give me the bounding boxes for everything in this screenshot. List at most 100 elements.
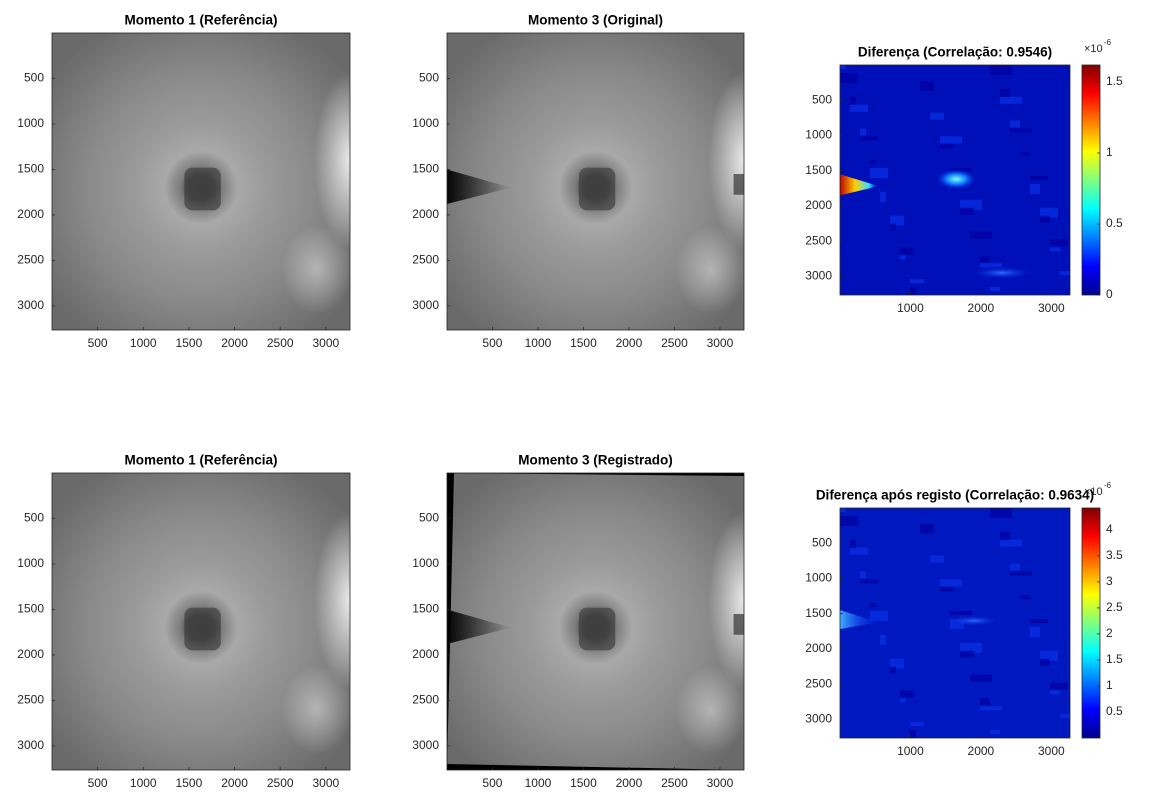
noise <box>930 113 944 120</box>
y-tick-label: 1500 <box>805 163 832 177</box>
x-tick-label: 3000 <box>1038 744 1065 758</box>
colorbar-tick-label: 1 <box>1106 145 1113 159</box>
noise <box>920 524 934 534</box>
x-tick-label: 1000 <box>897 301 924 315</box>
bright-edge <box>281 665 353 754</box>
colorbar-tick-label: 3 <box>1106 574 1113 588</box>
colorbar-scale-exponent: -6 <box>1104 38 1112 47</box>
axes-title: Diferença após registo (Correlação: 0.96… <box>816 488 1094 503</box>
edge-dark <box>734 174 749 195</box>
y-tick-label: 500 <box>24 511 44 525</box>
noise <box>1020 595 1030 599</box>
y-tick-label: 1500 <box>412 602 439 616</box>
y-tick-label: 2500 <box>17 693 44 707</box>
x-tick-label: 1500 <box>570 776 597 790</box>
y-tick-label: 500 <box>812 535 832 549</box>
noise <box>1050 682 1068 689</box>
y-tick-label: 3000 <box>412 738 439 752</box>
colorbar-tick-label: 3.5 <box>1106 548 1123 562</box>
x-tick-label: 500 <box>88 776 108 790</box>
y-tick-label: 1500 <box>17 162 44 176</box>
noise <box>940 579 962 586</box>
y-tick-label: 500 <box>419 511 439 525</box>
x-tick-label: 1500 <box>176 336 203 350</box>
y-tick-label: 2500 <box>412 253 439 267</box>
blue-blob <box>972 267 1032 279</box>
noise <box>840 65 846 69</box>
x-tick-label: 2000 <box>221 776 248 790</box>
noise <box>960 208 974 215</box>
colorbar-tick-label: 1 <box>1106 678 1113 692</box>
y-tick-label: 2000 <box>805 641 832 655</box>
noise <box>1030 619 1048 623</box>
dark-spot <box>579 608 615 651</box>
noise <box>990 730 1000 734</box>
y-tick-label: 500 <box>24 71 44 85</box>
noise <box>970 675 992 682</box>
y-tick-label: 1500 <box>17 602 44 616</box>
y-tick-label: 500 <box>419 71 439 85</box>
noise <box>920 81 934 91</box>
colorbar-tick-label: 4 <box>1106 522 1113 536</box>
x-tick-label: 2000 <box>616 336 643 350</box>
noise <box>1030 627 1040 637</box>
noise <box>860 571 866 578</box>
colorbar-tick-label: 0 <box>1106 287 1113 301</box>
noise <box>940 587 954 591</box>
axes-title: Momento 3 (Registrado) <box>518 453 673 468</box>
colorbar-scale-exponent: -6 <box>1104 481 1112 490</box>
noise <box>980 255 990 262</box>
image <box>447 33 780 330</box>
x-tick-label: 3000 <box>312 776 339 790</box>
noise <box>870 611 888 621</box>
noise <box>900 247 914 254</box>
axes-title: Momento 1 (Referência) <box>124 13 277 28</box>
noise <box>880 635 886 645</box>
noise <box>900 698 906 702</box>
image <box>840 65 1078 297</box>
x-tick-label: 3000 <box>1038 301 1065 315</box>
noise <box>980 698 990 705</box>
noise <box>1030 176 1048 180</box>
noise <box>940 144 954 148</box>
noise <box>890 224 896 231</box>
y-tick-label: 2000 <box>412 647 439 661</box>
noise <box>860 136 878 140</box>
noise <box>970 232 992 239</box>
noise <box>990 508 1012 518</box>
y-tick-label: 2000 <box>412 207 439 221</box>
dark-spot <box>184 608 221 651</box>
y-tick-label: 3000 <box>412 298 439 312</box>
image <box>840 508 1078 740</box>
edge-dark <box>734 614 749 635</box>
y-tick-label: 2000 <box>805 198 832 212</box>
noise <box>860 128 866 135</box>
cyan-blob <box>936 169 976 189</box>
noise <box>840 508 846 512</box>
noise <box>1020 152 1030 156</box>
image <box>447 473 780 770</box>
x-tick-label: 2000 <box>616 776 643 790</box>
figure: Momento 1 (Referência)500100015002000250… <box>0 0 1151 796</box>
noise <box>840 516 858 526</box>
noise <box>1050 239 1068 246</box>
noise <box>980 706 1002 710</box>
image <box>52 473 386 770</box>
noise <box>1040 216 1050 223</box>
x-tick-label: 1500 <box>176 776 203 790</box>
colorbar <box>1082 65 1100 295</box>
y-tick-label: 1000 <box>412 556 439 570</box>
noise <box>900 255 906 259</box>
axes-title: Diferença (Correlação: 0.9546) <box>858 45 1052 60</box>
bright-edge <box>675 225 746 314</box>
noise <box>1000 540 1022 547</box>
y-tick-label: 1500 <box>412 162 439 176</box>
noise <box>930 556 944 563</box>
x-tick-label: 3000 <box>707 336 734 350</box>
noise <box>980 263 1002 267</box>
x-tick-label: 1000 <box>130 776 157 790</box>
noise <box>900 690 914 697</box>
noise <box>990 287 1000 291</box>
y-tick-label: 1000 <box>17 556 44 570</box>
noise <box>910 722 924 726</box>
